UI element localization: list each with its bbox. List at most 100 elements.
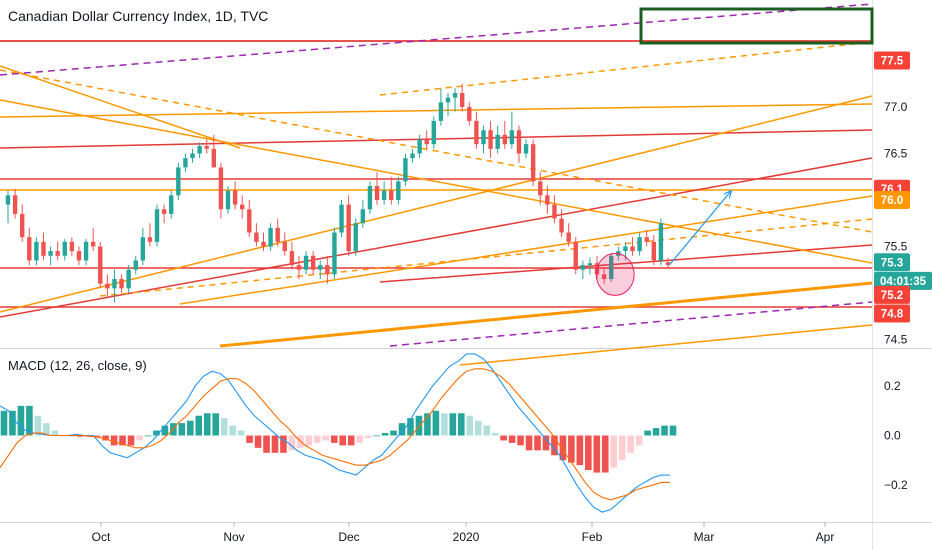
candle-body [623,246,628,252]
macd-histogram-bar [415,415,423,436]
candle-body [587,263,593,266]
macd-histogram-bar [17,405,25,436]
candle-body [225,190,231,210]
orange-trendline-mid[interactable] [179,195,873,305]
macd-histogram-bar [347,435,355,446]
macd-histogram-bar [76,435,84,437]
candle-body [474,120,479,145]
orange-dashed-falling[interactable] [0,69,873,233]
candle-body [374,186,380,200]
time-tick-label: Nov [223,530,244,544]
macd-tick-label: −0.2 [884,478,908,492]
candle-body [396,181,401,200]
candle-body [381,190,387,200]
macd-histogram-bar [618,435,626,461]
candle-body [76,251,82,261]
macd-indicator-label[interactable]: MACD (12, 26, close, 9) [8,358,147,373]
orange-trendline-short[interactable] [0,65,241,149]
orange-trendline-thick[interactable] [219,281,873,348]
macd-histogram-bar [237,430,245,436]
macd-histogram-bar [305,435,313,446]
purple-dashed-bottom[interactable] [389,301,873,347]
candle-body [353,223,358,252]
candle-body [154,209,160,242]
price-badge[interactable] [874,271,932,290]
macd-tick-label: 0.2 [884,379,901,393]
candle-body [467,106,472,121]
highlight-ellipse[interactable] [595,252,635,296]
candle-body [289,251,295,266]
candle-body [644,237,649,242]
price-badge[interactable] [874,304,910,323]
target-zone-box[interactable] [639,7,874,45]
candle-body [325,265,330,275]
red-trendline-lower[interactable] [379,244,873,283]
macd-histogram-bar [102,435,109,441]
candle-body [566,232,571,242]
macd-line[interactable] [0,353,670,513]
price-badge[interactable] [874,285,910,304]
candle-body [502,134,507,145]
price-badge-label: 75.3 [881,257,903,269]
candle-body [261,241,266,247]
candle-body [310,255,316,270]
candle-body [105,283,110,289]
macd-histogram-bar [26,405,33,436]
candle-body [169,195,174,214]
price-badge[interactable] [874,190,910,209]
macd-histogram-bar [43,423,50,436]
macd-histogram-bar [525,435,533,451]
macd-histogram-bar [51,430,59,436]
macd-histogram-bar [390,430,397,436]
orange-trendline-falling[interactable] [0,99,873,264]
macd-histogram-bar [127,435,135,446]
candle-body [275,227,280,242]
macd-histogram-bar [407,418,414,436]
orange-trendline-rising[interactable] [0,95,873,313]
candle-body [445,97,451,103]
price-badge[interactable] [874,51,910,70]
candle-body [296,265,302,270]
red-trendline-channel[interactable] [0,157,873,318]
orange-trendline-top[interactable] [0,103,873,118]
candle-body [360,209,366,224]
orange-trendline-bottom[interactable] [459,324,873,366]
candle-body [488,130,493,149]
time-tick-label: Dec [338,530,359,544]
candle-body [339,204,344,233]
macd-histogram-bar [661,425,668,436]
candle-body [232,190,238,205]
macd-histogram-bar [483,425,490,436]
macd-histogram-bar [551,435,558,456]
projection-arrow[interactable] [668,190,732,266]
candle-body [559,218,564,233]
macd-histogram-bar [491,433,499,436]
macd-histogram-bar [356,435,363,443]
candle-body [346,204,351,252]
price-tick-label: 74.5 [884,332,908,346]
macd-histogram-bar [229,425,236,436]
candle-body [98,246,103,284]
macd-histogram-bar [136,435,143,441]
candle-body [112,279,117,289]
macd-histogram-bar [263,435,270,453]
macd-histogram-bar [330,435,338,443]
time-tick-label: 2020 [453,530,480,544]
orange-dashed-rising[interactable] [99,218,873,297]
purple-dashed-top[interactable] [0,3,873,76]
price-badge[interactable] [874,253,910,272]
macd-histogram-bar [635,435,643,446]
candle-body [403,158,408,182]
candle-body [147,237,153,242]
macd-histogram-bar [110,435,118,446]
projection-arrow-head [723,189,733,199]
macd-histogram-bar [474,420,482,436]
candle-body [658,223,664,261]
signal-line[interactable] [0,368,670,501]
candle-body [438,102,444,121]
macd-histogram-bar [449,413,457,436]
macd-histogram-bar [187,420,194,436]
candle-body [190,153,195,159]
macd-histogram-bar [381,433,389,436]
